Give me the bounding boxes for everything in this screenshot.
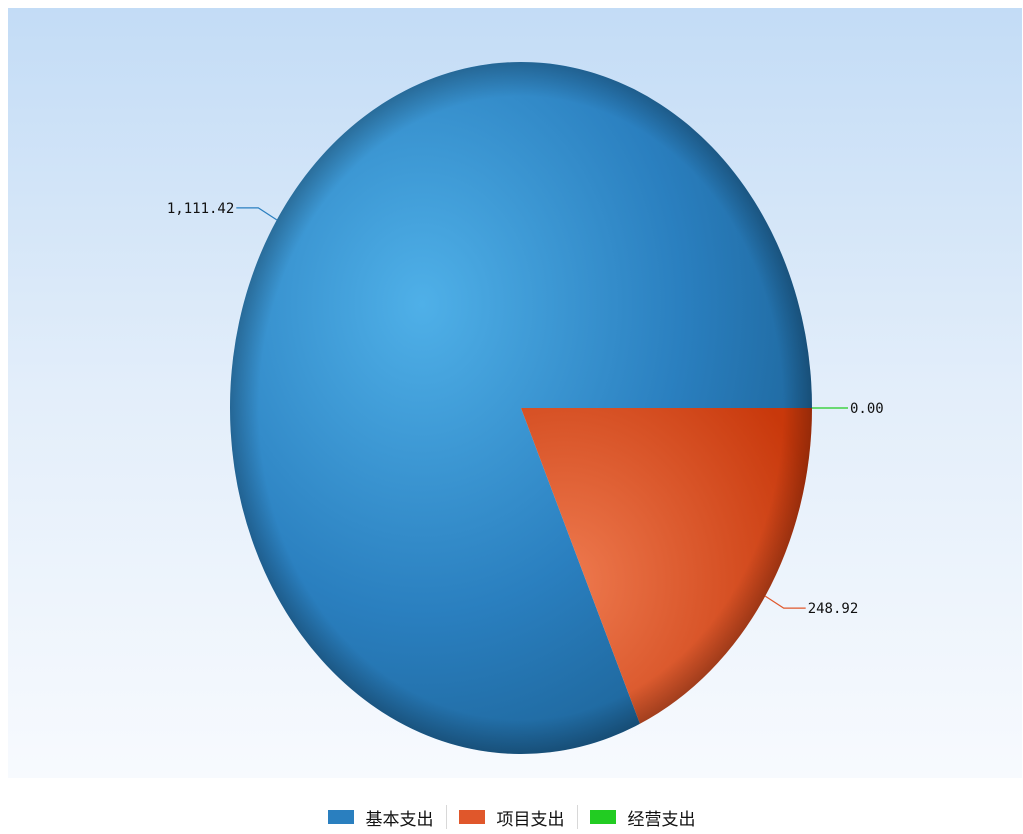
data-label-project: 248.92 [808,601,859,617]
data-label-basic: 1,111.42 [167,201,234,217]
leader-line-project [764,595,806,609]
legend-item-basic[interactable]: 基本支出 [316,805,446,830]
legend-label: 基本支出 [365,809,434,830]
legend-swatch [458,810,485,824]
pie-chart: 1,111.42 248.92 0.00 [167,62,884,755]
legend: 基本支出 项目支出 经营支出 [0,800,1023,834]
legend-label: 项目支出 [496,809,565,830]
legend-swatch [327,810,354,824]
data-label-operating: 0.00 [850,401,884,417]
legend-label: 经营支出 [627,809,696,830]
legend-item-operating[interactable]: 经营支出 [576,805,708,830]
leader-line-basic [236,207,278,221]
legend-item-project[interactable]: 项目支出 [445,805,577,830]
legend-swatch [589,810,616,824]
